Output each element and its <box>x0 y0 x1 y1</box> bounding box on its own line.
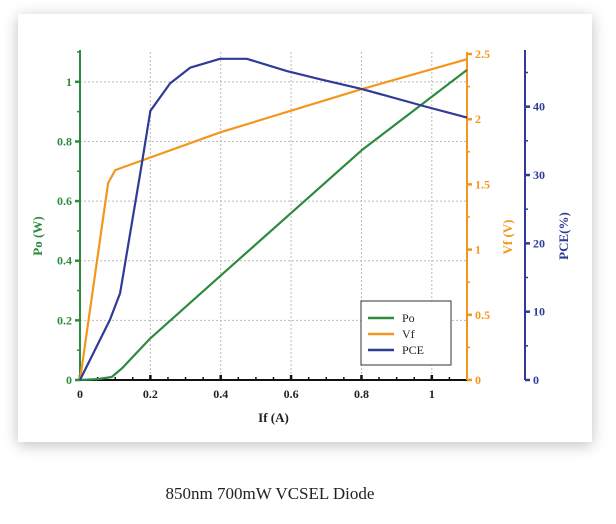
Po-tick-label: 0.6 <box>57 194 72 208</box>
legend-label-PCE: PCE <box>402 343 424 357</box>
PCE-tick-label: 40 <box>533 100 545 114</box>
x-tick-label: 0.2 <box>143 387 158 401</box>
series-line-Vf <box>78 58 468 381</box>
Po-tick-label: 0.8 <box>57 134 72 148</box>
x-tick-label: 0 <box>77 387 83 401</box>
Po-tick-label: 1 <box>66 75 72 89</box>
x-tick-label: 0.8 <box>354 387 369 401</box>
Vf-tick-label: 2.5 <box>475 47 490 61</box>
caption: 850nm 700mW VCSEL Diode <box>165 484 375 503</box>
chart-card <box>18 14 592 442</box>
Vf-tick-label: 0 <box>475 373 481 387</box>
Vf-tick-label: 2 <box>475 112 481 126</box>
Po-axis-label: Po (W) <box>30 216 45 255</box>
Po-tick-label: 0.4 <box>57 254 72 268</box>
Vf-tick-label: 1 <box>475 243 481 257</box>
Vf-tick-label: 1.5 <box>475 177 490 191</box>
series-line-Po <box>79 69 468 382</box>
x-tick-label: 0.6 <box>284 387 299 401</box>
Vf-axis-label: Vf (V) <box>500 219 515 254</box>
PCE-tick-label: 20 <box>533 236 545 250</box>
x-tick-label: 0.4 <box>213 387 228 401</box>
x-tick-label: 1 <box>429 387 435 401</box>
PCE-axis-label: PCE(%) <box>556 212 571 260</box>
Po-tick-label: 0 <box>66 373 72 387</box>
series-line-PCE <box>79 57 468 381</box>
x-axis-label: If (A) <box>258 410 289 425</box>
legend-label-Vf: Vf <box>402 327 415 341</box>
legend-label-Po: Po <box>402 311 415 325</box>
PCE-tick-label: 10 <box>533 305 545 319</box>
Po-tick-label: 0.2 <box>57 313 72 327</box>
Vf-tick-label: 0.5 <box>475 308 490 322</box>
PCE-tick-label: 0 <box>533 373 539 387</box>
PCE-tick-label: 30 <box>533 168 545 182</box>
